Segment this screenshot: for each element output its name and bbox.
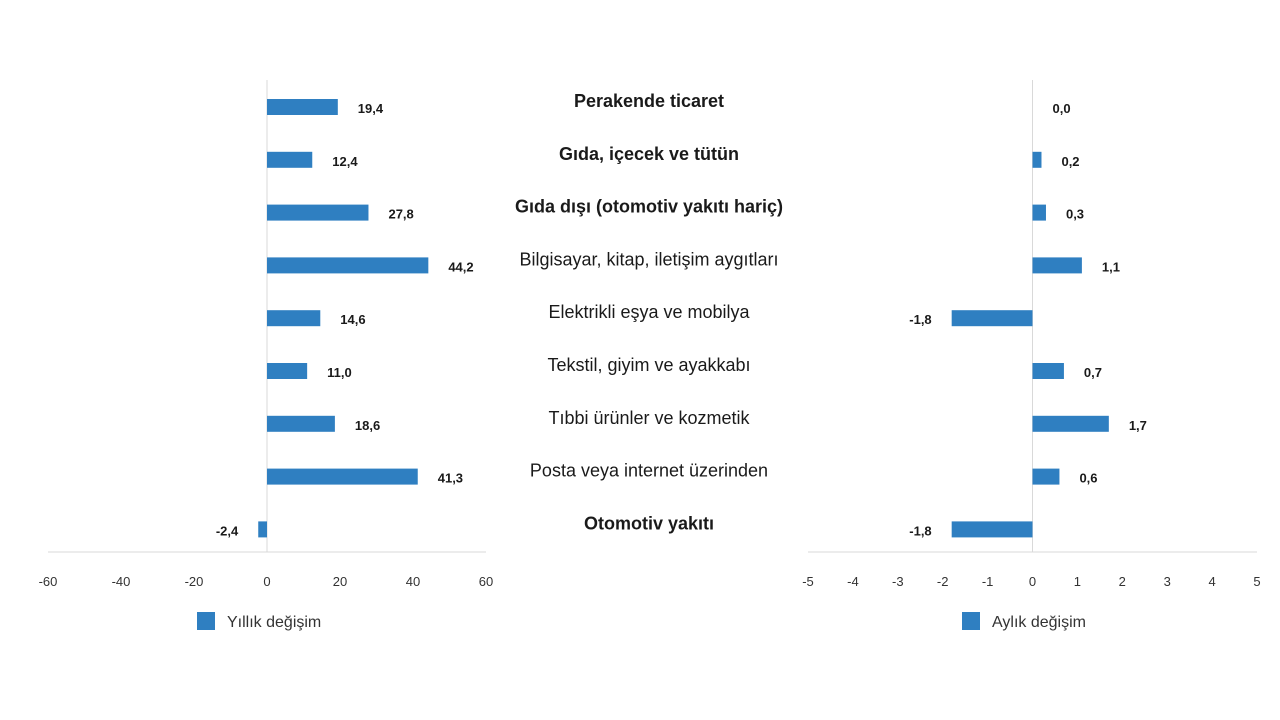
monthly-tick-label: 1 (1074, 574, 1081, 589)
monthly-value-label: 0,3 (1066, 207, 1084, 222)
monthly-bar (1032, 151, 1042, 168)
monthly-bar (951, 521, 1033, 538)
category-label: Bilgisayar, kitap, iletişim aygıtları (519, 249, 778, 269)
annual-bar (267, 99, 338, 115)
monthly-value-label: 0,0 (1053, 101, 1071, 116)
monthly-tick-label: 5 (1253, 574, 1260, 589)
category-label: Posta veya internet üzerinden (530, 461, 768, 481)
annual-tick-label: 40 (406, 574, 420, 589)
category-label: Otomotiv yakıtı (584, 513, 714, 533)
annual-bar (258, 521, 267, 538)
category-label: Elektrikli eşya ve mobilya (548, 302, 750, 322)
monthly-value-label: 0,6 (1079, 471, 1097, 486)
annual-tick-label: -40 (112, 574, 131, 589)
monthly-value-label: -1,8 (909, 523, 931, 538)
annual-value-label: 19,4 (358, 101, 384, 116)
monthly-value-label: -1,8 (909, 312, 931, 327)
monthly-tick-label: 2 (1119, 574, 1126, 589)
monthly-tick-label: 0 (1029, 574, 1036, 589)
annual-bar (267, 468, 418, 485)
monthly-tick-label: 3 (1164, 574, 1171, 589)
monthly-tick-label: -1 (982, 574, 994, 589)
annual-bar (267, 257, 429, 274)
category-label: Gıda, içecek ve tütün (559, 144, 739, 164)
annual-value-label: -2,4 (216, 523, 239, 538)
annual-bar (267, 415, 335, 432)
annual-value-label: 44,2 (448, 259, 473, 274)
monthly-value-label: 1,7 (1129, 418, 1147, 433)
annual-change-panel: -60 -40 -20 0 20 40 60 19,4 12,4 27,8 44,2 14,6 11,0… (39, 80, 493, 631)
annual-tick-label: 20 (333, 574, 347, 589)
category-labels: Perakende ticaret Gıda, içecek ve tütün Gı… (515, 91, 783, 533)
annual-tick-label: -20 (185, 574, 204, 589)
annual-tick-label: 60 (479, 574, 493, 589)
monthly-value-label: 1,1 (1102, 259, 1120, 274)
monthly-tick-label: -4 (847, 574, 859, 589)
monthly-legend-swatch (962, 612, 980, 630)
annual-legend-swatch (197, 612, 215, 630)
monthly-legend-label: Aylık değişim (992, 614, 1086, 631)
annual-bar (267, 363, 308, 379)
monthly-bar (1032, 257, 1082, 274)
annual-value-label: 12,4 (332, 154, 358, 169)
annual-value-label: 11,0 (327, 365, 352, 380)
monthly-tick-label: 4 (1208, 574, 1215, 589)
monthly-tick-label: -3 (892, 574, 904, 589)
monthly-bar (1032, 468, 1060, 485)
category-label: Tekstil, giyim ve ayakkabı (547, 355, 750, 375)
monthly-bar (1032, 363, 1064, 379)
monthly-bar (951, 310, 1033, 327)
annual-value-label: 18,6 (355, 418, 380, 433)
monthly-tick-label: -2 (937, 574, 949, 589)
annual-value-label: 14,6 (340, 312, 365, 327)
annual-bar (267, 151, 313, 168)
annual-tick-label: 0 (263, 574, 270, 589)
monthly-change-panel: -5 -4 -3 -2 -1 0 1 2 3 4 5 0,0 0,2 0,3 1,1 -1,8 0,7 1,7 0,… (802, 80, 1261, 631)
annual-value-label: 27,8 (388, 207, 413, 222)
annual-bar (267, 310, 321, 327)
annual-legend-label: Yıllık değişim (227, 614, 321, 631)
monthly-bar (1032, 415, 1109, 432)
monthly-value-label: 0,2 (1061, 154, 1079, 169)
annual-bar (267, 204, 369, 221)
monthly-tick-label: -5 (802, 574, 814, 589)
annual-tick-label: -60 (39, 574, 58, 589)
category-label: Gıda dışı (otomotiv yakıtı hariç) (515, 197, 783, 217)
annual-value-label: 41,3 (438, 471, 463, 486)
category-label: Perakende ticaret (574, 91, 724, 111)
category-label: Tıbbi ürünler ve kozmetik (548, 408, 750, 428)
monthly-value-label: 0,7 (1084, 365, 1102, 380)
monthly-bar (1032, 204, 1046, 221)
